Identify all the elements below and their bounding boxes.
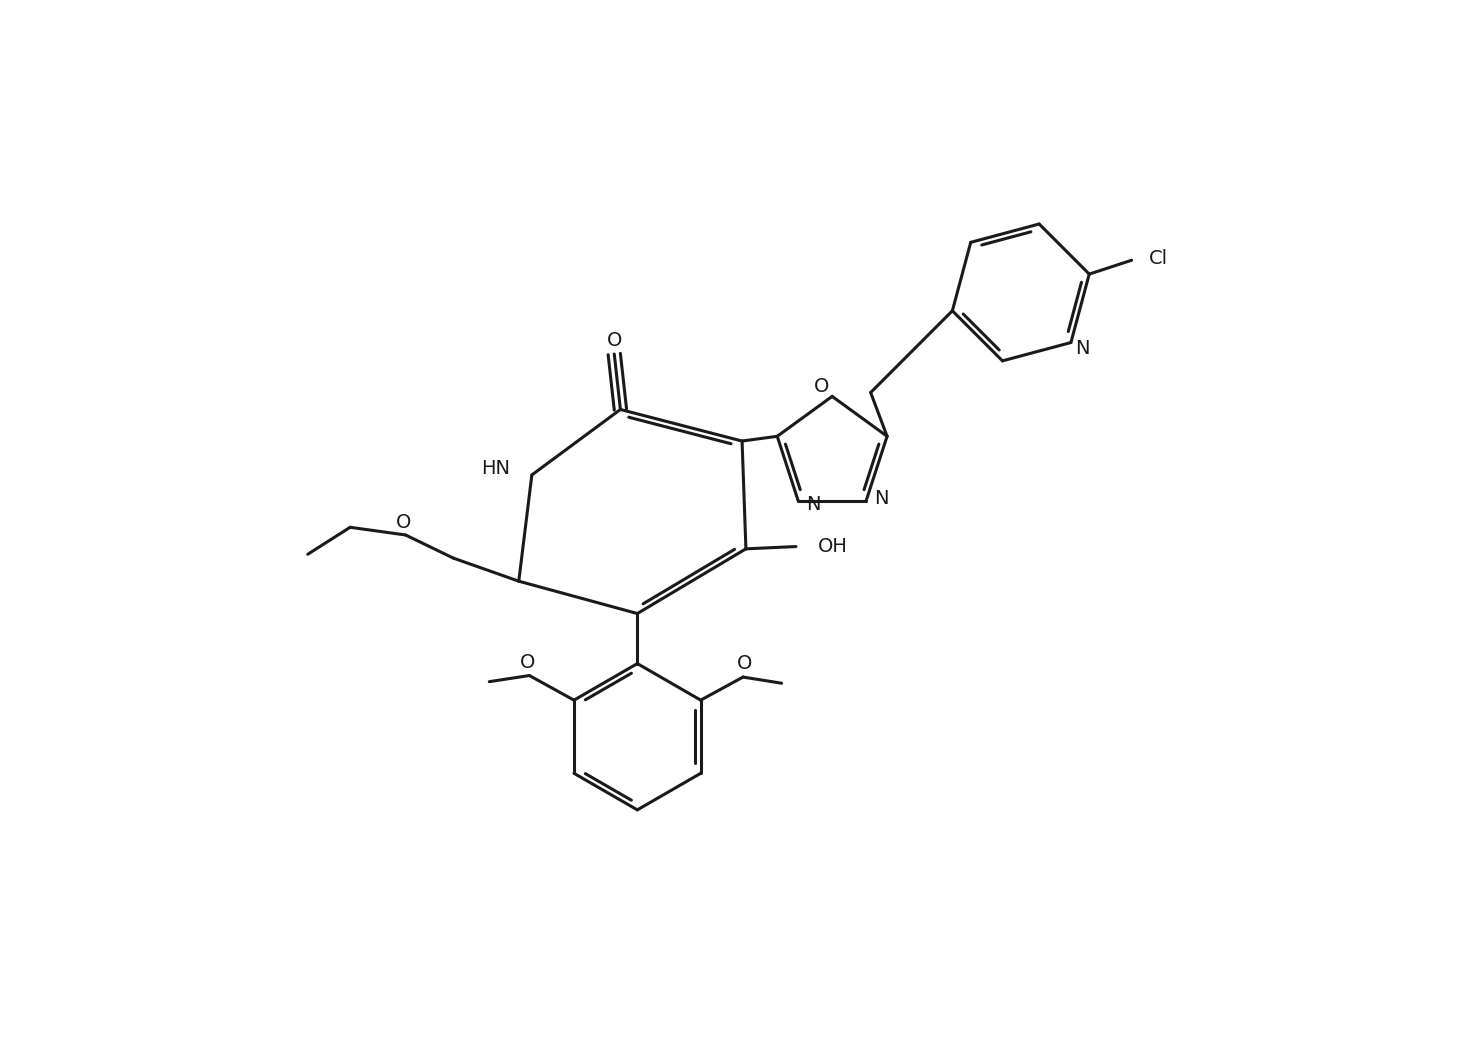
Text: Cl: Cl <box>1149 249 1168 268</box>
Text: N: N <box>806 495 821 514</box>
Text: O: O <box>396 513 411 532</box>
Text: O: O <box>607 331 622 350</box>
Text: OH: OH <box>818 537 847 556</box>
Text: O: O <box>519 653 536 672</box>
Text: HN: HN <box>481 459 510 478</box>
Text: N: N <box>874 489 889 508</box>
Text: O: O <box>813 377 830 396</box>
Text: O: O <box>738 655 752 674</box>
Text: N: N <box>1076 339 1089 358</box>
